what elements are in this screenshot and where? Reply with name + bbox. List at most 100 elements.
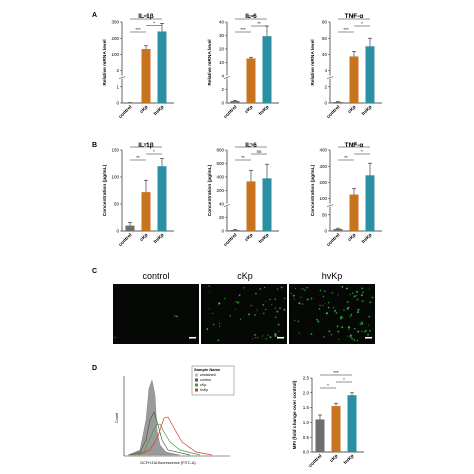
- fluorescent-cell: [274, 307, 276, 309]
- chart-d-mfi: MFI (fold change over control) 0.0 0.5 1.0 1…: [292, 370, 364, 469]
- y-tick-label: 0.5: [303, 435, 310, 440]
- fluorescent-cell: [263, 286, 266, 289]
- fluorescent-cell: [114, 336, 116, 339]
- fluorescent-cell: [271, 304, 273, 306]
- bar-hvkp: [157, 166, 167, 231]
- micrograph-ckp: [201, 284, 287, 344]
- fluorescent-cell: [264, 300, 266, 302]
- fluorescent-cell: [274, 298, 277, 300]
- fluorescent-cell: [300, 288, 302, 290]
- x-tick-label: cKp: [244, 104, 255, 115]
- y-axis-label: Concentration (pg/mL): [207, 164, 213, 216]
- y-tick-label: 100: [111, 52, 119, 57]
- chart-title: IL-1β: [138, 142, 154, 149]
- y-axis-label: Relative mRNA level: [310, 39, 316, 85]
- y-tick-label: 600: [216, 161, 224, 166]
- fluorescent-cell: [337, 330, 340, 333]
- y-tick-label: 40: [219, 20, 225, 25]
- scale-bar-control: [189, 337, 196, 339]
- fluorescent-cell: [298, 332, 300, 334]
- significance-label: *: [343, 377, 345, 382]
- y-tick-label: 200: [216, 188, 224, 193]
- y-tick-label: 150: [111, 148, 119, 153]
- fluorescent-cell: [310, 333, 313, 336]
- fluorescent-cell: [229, 314, 232, 317]
- fluorescent-cell: [237, 301, 240, 304]
- significance-label: *: [153, 149, 155, 154]
- fluorescent-cell: [217, 339, 220, 342]
- fluorescent-cell: [349, 335, 352, 338]
- chart-b-il1b-concentration: IL-1β Concentration (pg/mL) 0 50 100 150 contr…: [102, 142, 174, 248]
- y-tick-label: 200: [319, 180, 327, 185]
- fluorescent-cell: [306, 286, 309, 289]
- chart-a-il6-mrna: IL-6 Relative mRNA level 0 2 4 10 20 30 40 contro…: [207, 13, 279, 120]
- y-tick-label: 2: [221, 87, 224, 92]
- flow-y-label: Count: [115, 412, 119, 423]
- fluorescent-cell: [265, 338, 268, 340]
- significance-label: ***: [343, 27, 349, 32]
- chart-b-tnfa-concentration: TNF-α Concentration (pg/mL) 0 50 100 200 300 40…: [310, 142, 382, 248]
- legend-label-unstained: unstained: [200, 373, 216, 377]
- y-tick-label: 200: [111, 36, 119, 41]
- flow-hvkp-histogram: [137, 416, 213, 456]
- significance-label: ***: [333, 370, 339, 375]
- fluorescent-cell: [361, 300, 364, 303]
- fluorescent-cell: [331, 292, 333, 294]
- fluorescent-cell: [208, 308, 210, 310]
- fluorescent-cell: [360, 294, 363, 297]
- fluorescent-cell: [235, 301, 237, 303]
- y-tick-label: 0: [324, 229, 327, 234]
- fluorescent-cell: [351, 337, 353, 340]
- flow-unstained-histogram: [127, 379, 181, 456]
- fluorescent-cell: [360, 321, 363, 324]
- fluorescent-cell: [208, 285, 211, 287]
- fluorescent-cell: [283, 308, 286, 311]
- axis-break-mark: [223, 76, 231, 79]
- y-tick-label: 0: [221, 229, 224, 234]
- fluorescent-cell: [361, 287, 364, 290]
- legend-swatch-unstained: [195, 373, 198, 377]
- fluorescent-cell: [356, 339, 358, 342]
- fluorescent-cell: [367, 333, 370, 336]
- x-tick-label: hvKp: [258, 104, 271, 117]
- fluorescent-cell: [304, 289, 306, 292]
- bar-hvkp: [347, 395, 357, 452]
- axis-break: [327, 203, 333, 207]
- y-axis-label: Concentration (pg/mL): [310, 164, 316, 216]
- bar-control: [125, 225, 135, 231]
- fluorescent-cell: [333, 309, 336, 312]
- x-tick-label: hvKp: [258, 232, 271, 245]
- fluorescent-cell: [324, 303, 326, 305]
- significance-label: ***: [135, 27, 141, 32]
- panel-d-flow-histogram: Count DCFH-DA fluorescence (FITC-A) Samp…: [115, 365, 235, 465]
- fluorescent-cell: [301, 303, 304, 305]
- fluorescent-cell: [261, 335, 263, 337]
- fluorescent-cell: [364, 331, 366, 333]
- y-tick-label: 100: [111, 175, 119, 180]
- fluorescent-cell: [259, 288, 262, 290]
- flow-legend-title: Sample Name: [194, 367, 221, 372]
- fluorescent-cell: [347, 306, 350, 309]
- significance-label: ***: [240, 27, 246, 32]
- x-tick-label: cKp: [347, 104, 358, 115]
- x-tick-label: control: [223, 104, 239, 120]
- fluorescent-cell: [262, 303, 265, 306]
- fluorescent-cell: [283, 297, 286, 300]
- fluorescent-cell: [336, 325, 339, 328]
- y-tick-label: 20: [219, 47, 225, 52]
- y-tick-label: 80: [322, 20, 328, 25]
- y-tick-label: 2: [116, 68, 119, 73]
- y-tick-label: 100: [319, 196, 327, 201]
- significance-label: ***: [351, 142, 357, 147]
- bar-control: [333, 228, 343, 231]
- legend-swatch-control: [195, 378, 198, 382]
- scale-bar-ckp: [277, 337, 284, 339]
- significance-label: *: [153, 21, 155, 26]
- y-tick-label: 50: [322, 212, 328, 217]
- axis-break: [224, 203, 230, 207]
- axis-break-mark: [223, 204, 231, 207]
- fluorescent-cell: [357, 330, 360, 333]
- fluorescent-cell: [346, 301, 349, 303]
- bar-control: [315, 419, 325, 452]
- fluorescent-cell: [310, 297, 313, 300]
